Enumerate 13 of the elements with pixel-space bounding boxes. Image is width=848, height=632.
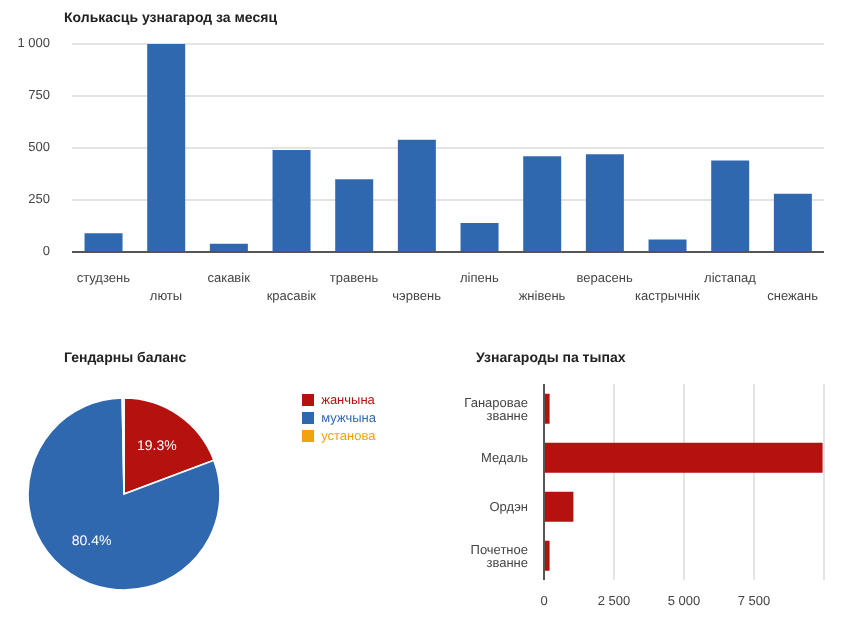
bar	[147, 44, 186, 252]
bar	[397, 139, 436, 252]
bar	[335, 179, 374, 252]
bar	[544, 491, 574, 522]
pie-slice	[27, 397, 221, 591]
bar	[523, 156, 562, 252]
bar	[84, 233, 123, 252]
bar	[585, 154, 624, 252]
bar	[544, 442, 823, 473]
bar	[773, 193, 812, 252]
bar	[711, 160, 750, 252]
bar	[272, 150, 311, 252]
bar	[460, 222, 499, 252]
